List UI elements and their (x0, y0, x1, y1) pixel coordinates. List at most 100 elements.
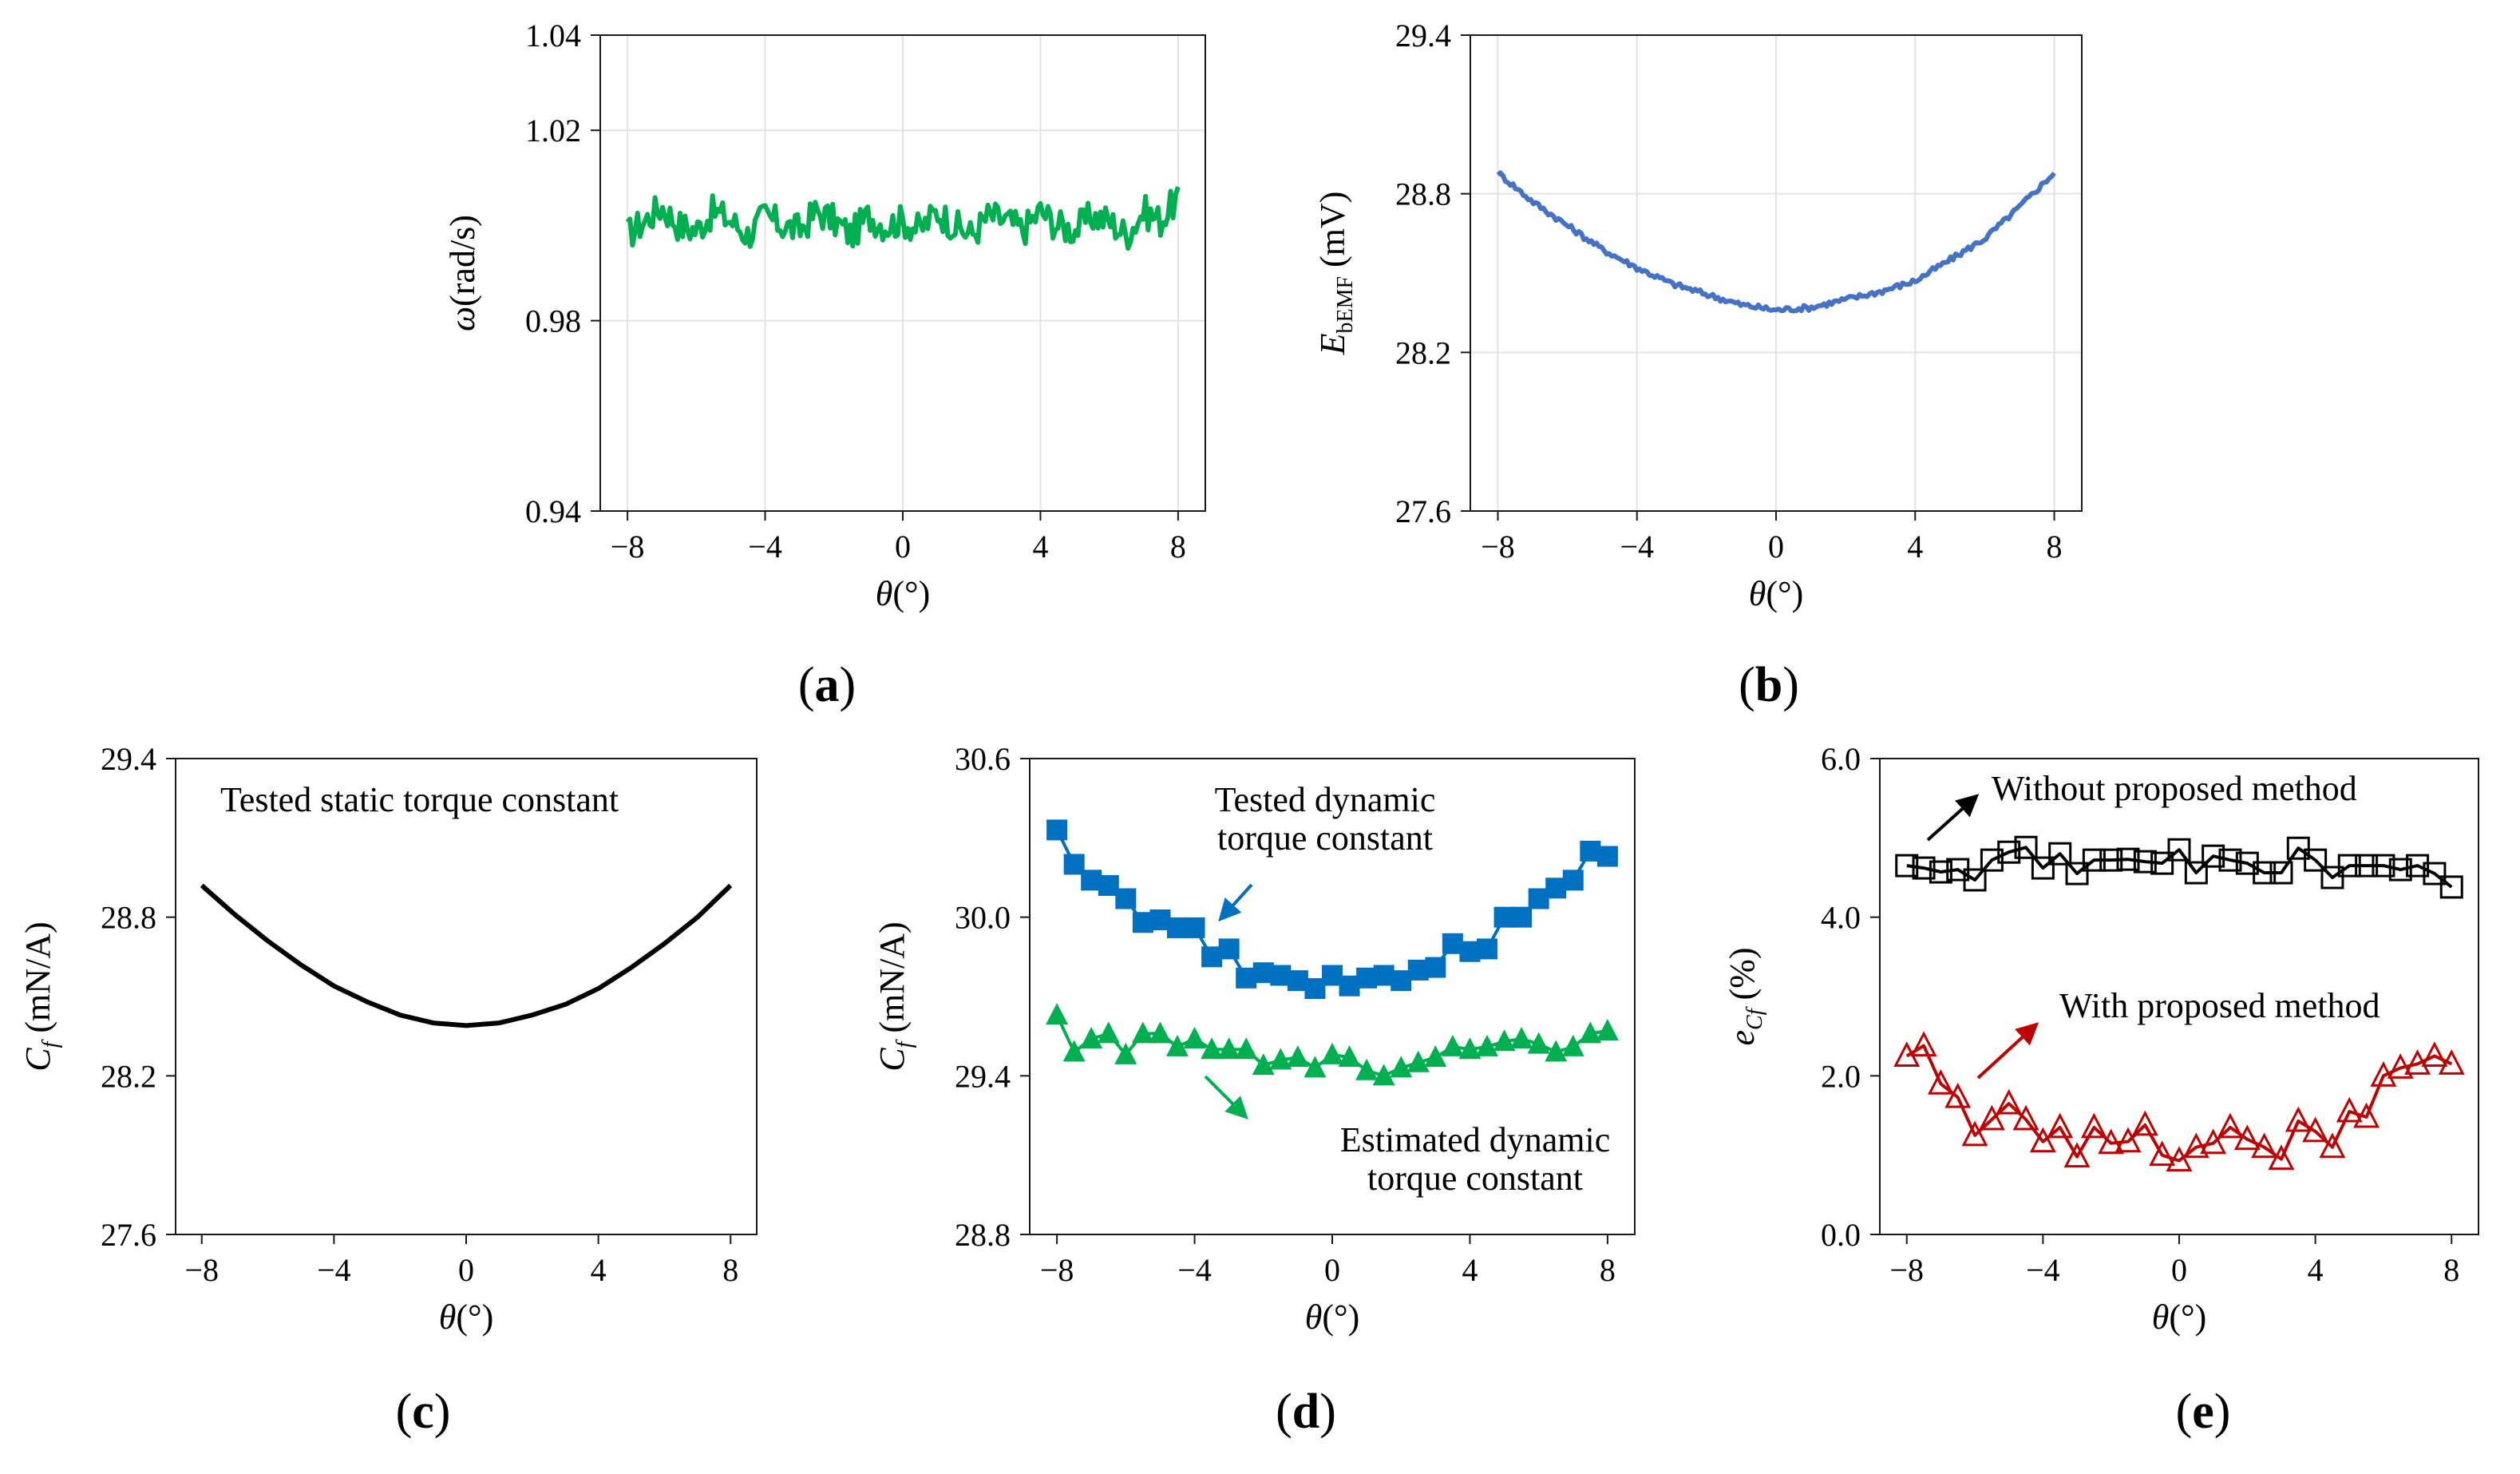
data-point (1131, 1021, 1154, 1044)
series-tested-dynamic-torque-constant (1046, 819, 1618, 1000)
annotation-arrow (1218, 883, 1253, 922)
y-axis-label: EbEMF (mV) (1313, 192, 1358, 356)
panel-e: −8 −4 0 4 8 0.0 2.0 4.0 6.0 θ(°) eCf (%) Without pr… (1723, 741, 2479, 1439)
data-point (1217, 1037, 1240, 1060)
data-point (1561, 1034, 1584, 1056)
x-axis-label: θ(°) (1305, 1298, 1360, 1337)
data-point (2047, 1112, 2074, 1139)
data-point (2404, 1049, 2431, 1075)
data-point (1996, 1088, 2023, 1115)
data-point (2302, 1116, 2329, 1143)
y-tick-label: 0.0 (1821, 1217, 1861, 1253)
y-tick-label: 1.02 (525, 113, 581, 149)
data-point (2421, 1041, 2448, 1067)
data-point (1510, 1026, 1533, 1048)
data-point (2098, 1128, 2125, 1155)
annotation-text: Tested dynamic (1215, 780, 1436, 819)
data-point (2150, 851, 2174, 875)
annotation-arrow (1976, 1022, 2039, 1080)
series-angular-speed (625, 186, 1181, 251)
data-point (2133, 850, 2157, 874)
data-point (2320, 866, 2344, 890)
y-tick-label: 29.4 (101, 741, 156, 777)
panel-label: (c) (396, 1385, 451, 1439)
data-point (1390, 1056, 1413, 1078)
y-tick-label: 30.6 (955, 741, 1011, 777)
plot-frame (175, 758, 758, 1235)
data-point (1252, 1053, 1275, 1076)
data-point (1477, 938, 1498, 960)
data-point (1165, 1034, 1189, 1056)
series-line (625, 186, 1181, 251)
x-tick-label: 4 (1462, 1252, 1478, 1288)
x-tick-label: 8 (2443, 1252, 2459, 1288)
data-point (1115, 888, 1137, 909)
y-tick-label: 2.0 (1821, 1058, 1861, 1094)
data-point (1080, 1026, 1103, 1048)
data-point (2115, 1127, 2142, 1153)
data-point (1910, 1031, 1937, 1057)
data-point (2080, 1112, 2107, 1139)
x-tick-label: 0 (1768, 529, 1784, 565)
y-axis-label: Cf (mN/A) (18, 921, 63, 1071)
y-tick-label: 28.8 (1395, 176, 1451, 212)
x-tick-label: −8 (611, 529, 645, 565)
data-point (2167, 838, 2191, 862)
y-tick-label: 29.4 (955, 1058, 1011, 1094)
y-tick-label: 29.4 (1395, 18, 1451, 53)
data-point (1476, 1034, 1499, 1056)
data-point (1963, 868, 1987, 892)
y-tick-label: 28.8 (101, 900, 156, 936)
data-point (2372, 854, 2395, 878)
data-point (1944, 1082, 1972, 1108)
series-estimated-dynamic-torque-constant (1046, 1003, 1619, 1086)
data-point (2253, 861, 2277, 885)
data-point (1046, 1003, 1069, 1025)
annotation-text: torque constant (1217, 818, 1433, 858)
data-point (1927, 1069, 1954, 1095)
x-tick-label: 8 (722, 1252, 738, 1288)
data-point (1355, 1058, 1379, 1080)
panel-label: (e) (2176, 1385, 2231, 1439)
data-point (2233, 1124, 2261, 1151)
data-point (2202, 844, 2225, 868)
y-tick-label: 27.6 (1395, 493, 1451, 529)
annotation-text: With proposed method (2059, 986, 2380, 1025)
data-point (1545, 1040, 1568, 1062)
x-tick-label: −8 (184, 1252, 219, 1288)
y-tick-label: 28.8 (955, 1217, 1011, 1253)
panel-d: −8 −4 0 4 8 28.8 29.4 30.0 30.6 θ(°) Cf (mN/A) Test… (872, 741, 1636, 1439)
data-point (1201, 1037, 1224, 1060)
data-point (1527, 1032, 1550, 1054)
x-axis-label: θ(°) (876, 574, 931, 613)
data-point (2012, 1104, 2039, 1131)
data-point (1406, 1050, 1430, 1072)
panel-c: −8 −4 0 4 8 27.6 28.2 28.8 29.4 θ(°) Cf (mN/A) Test… (18, 741, 758, 1439)
data-point (2439, 875, 2463, 899)
data-point (2388, 858, 2412, 882)
x-tick-label: 4 (1032, 529, 1048, 565)
data-point (1372, 1064, 1395, 1086)
data-point (2149, 1140, 2176, 1167)
data-point (2116, 847, 2140, 871)
data-point (2182, 1132, 2209, 1159)
data-point (1596, 846, 1618, 867)
data-point (2029, 1127, 2056, 1153)
y-tick-label: 28.2 (101, 1058, 156, 1094)
data-point (2269, 861, 2293, 885)
x-tick-label: −4 (1620, 529, 1654, 565)
x-tick-label: 0 (2171, 1252, 2187, 1288)
annotation-text: torque constant (1367, 1159, 1583, 1198)
x-tick-label: 0 (1324, 1252, 1340, 1288)
x-tick-label: −4 (2026, 1252, 2060, 1288)
data-point (1218, 938, 1240, 960)
data-point (1579, 1021, 1602, 1044)
data-point (1097, 1021, 1120, 1044)
data-point (1183, 1026, 1206, 1048)
annotation-arrow (1204, 1075, 1248, 1119)
data-point (2048, 842, 2072, 866)
data-point (1046, 819, 1068, 841)
data-point (1978, 1104, 2005, 1131)
x-tick-label: −4 (1177, 1252, 1212, 1288)
